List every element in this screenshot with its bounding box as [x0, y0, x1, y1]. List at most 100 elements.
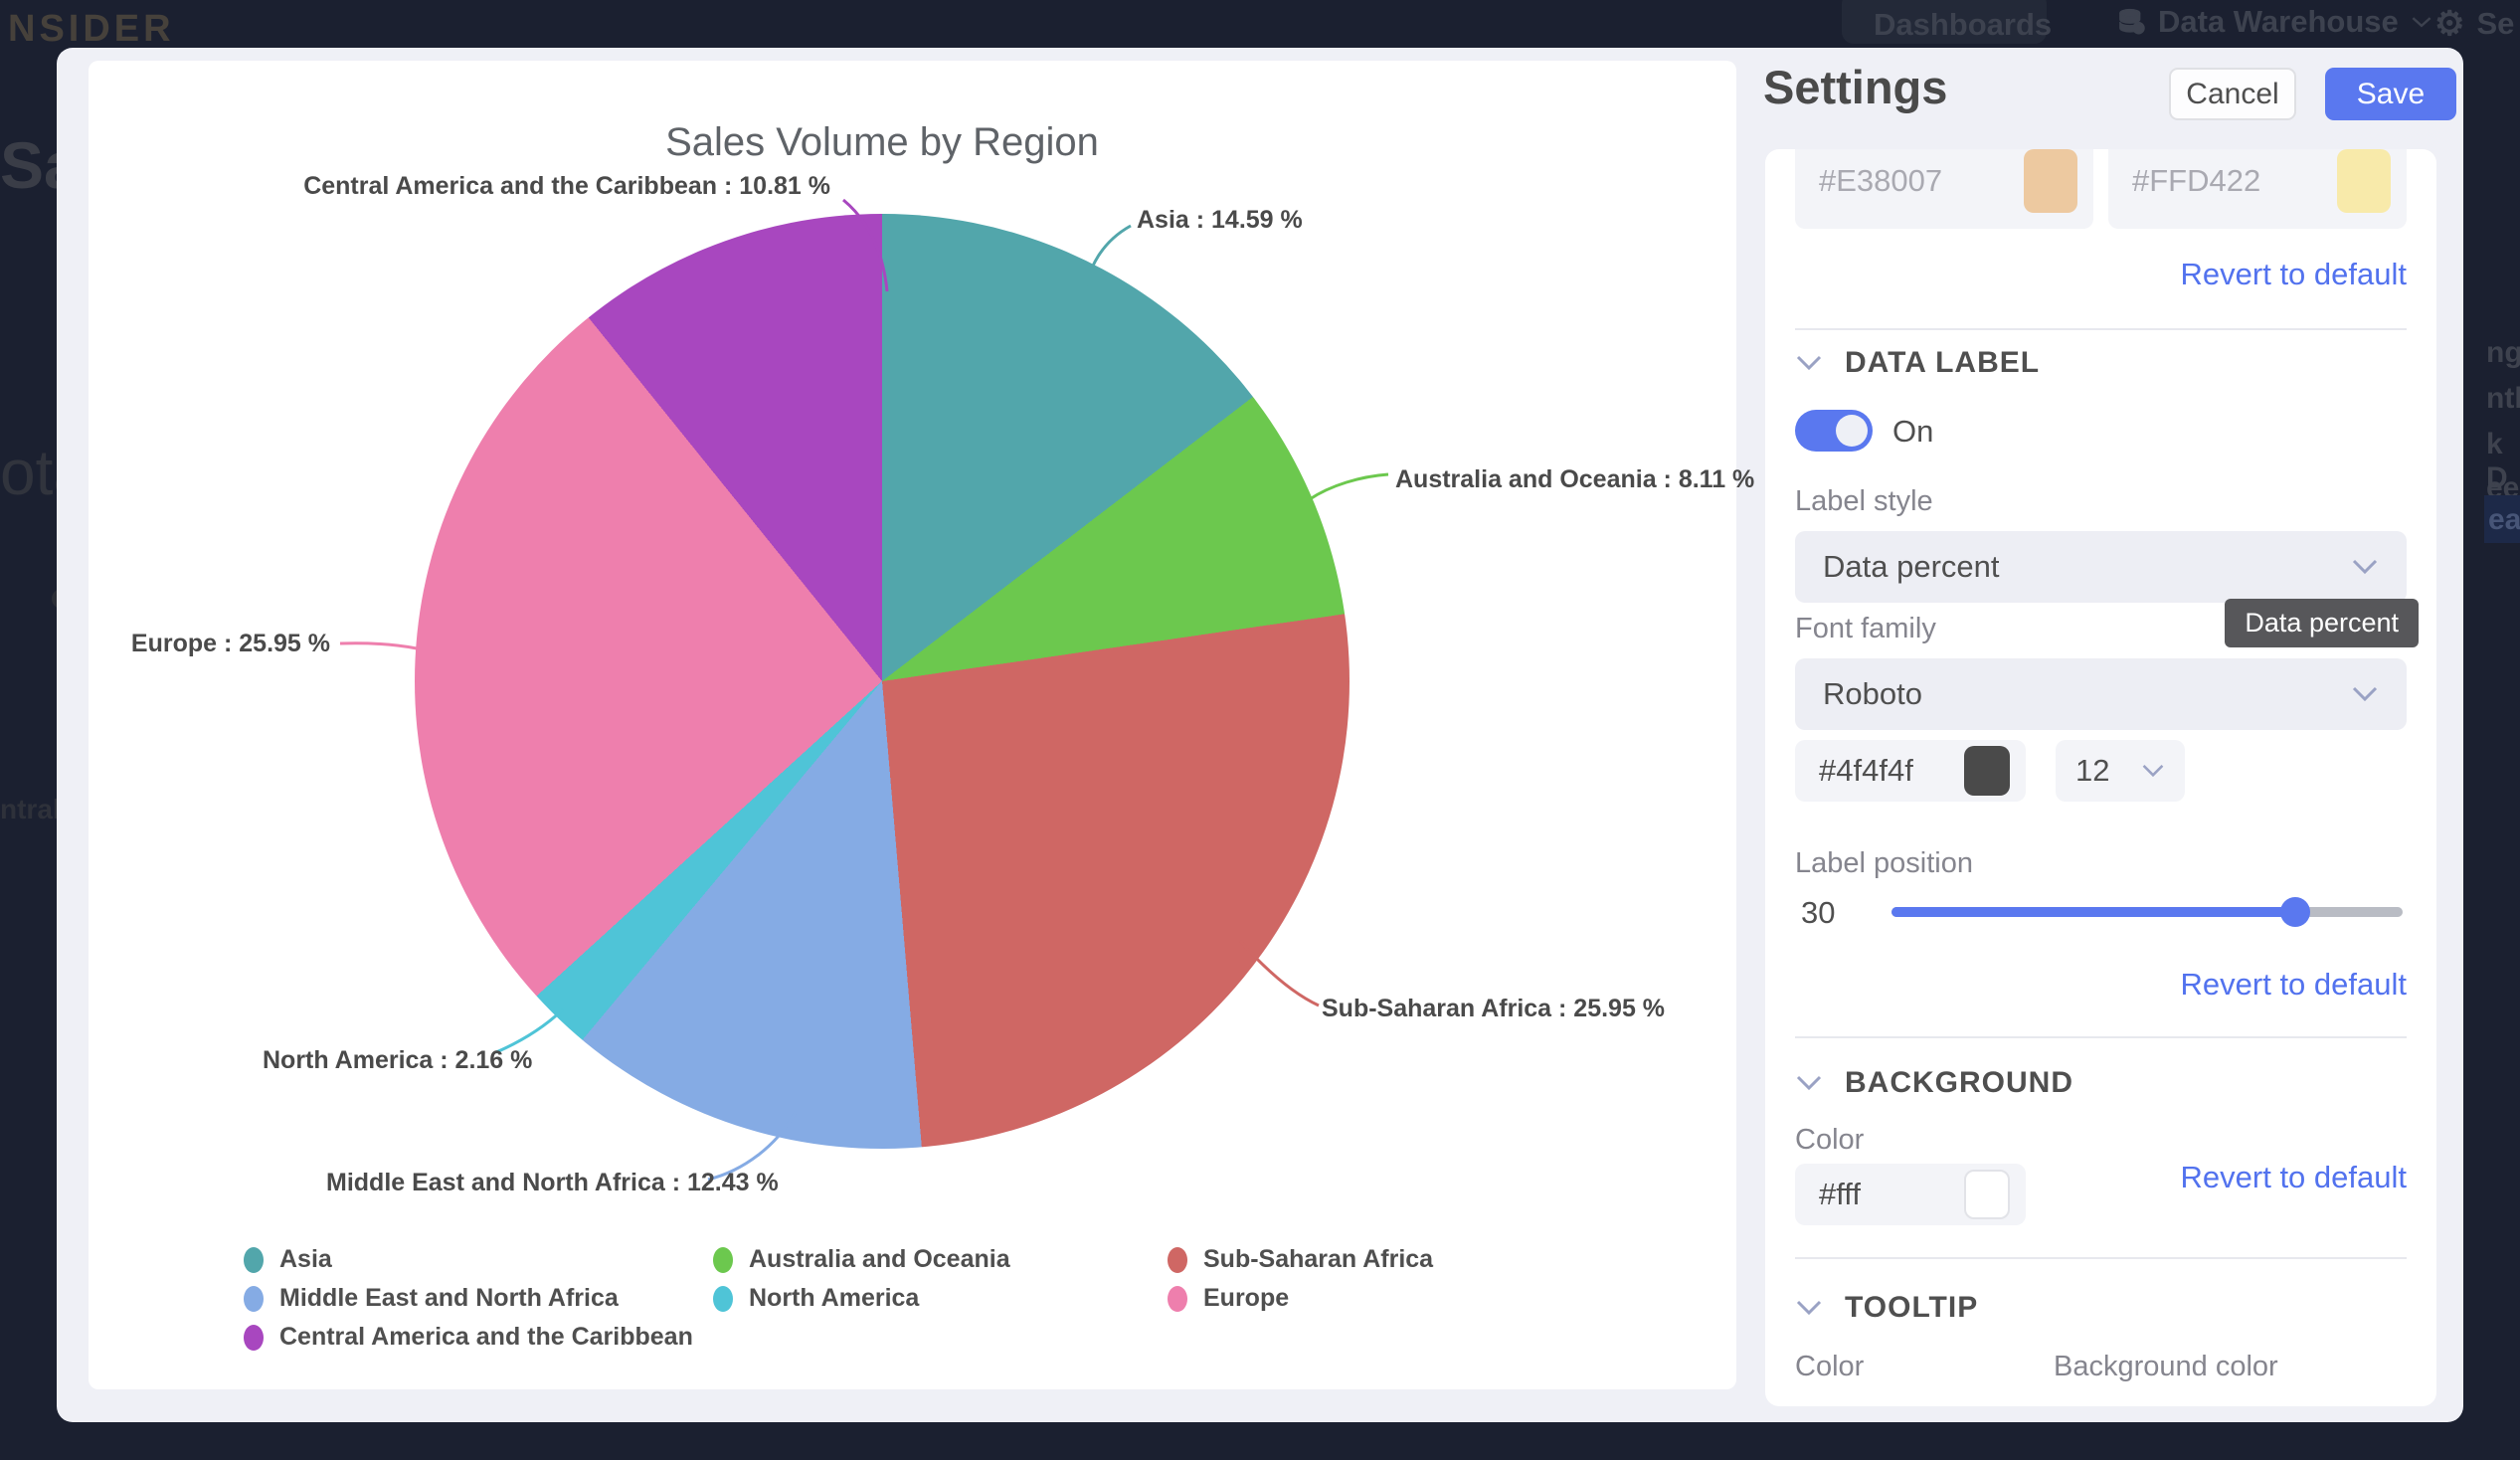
legend-swatch — [244, 1285, 264, 1312]
chevron-down-icon — [1796, 1075, 1822, 1091]
label-style-dropdown[interactable]: Data percent — [1795, 531, 2407, 603]
database-icon — [2119, 8, 2145, 35]
font-size-value: 12 — [2075, 753, 2110, 788]
legend-swatch — [1168, 1246, 1187, 1273]
legend-swatch — [713, 1246, 733, 1273]
legend-label: North America — [749, 1284, 920, 1312]
toggle-knob — [1836, 415, 1868, 447]
nav-data-warehouse-label: Data Warehouse — [2158, 4, 2399, 39]
toggle-state-label: On — [1892, 414, 1934, 449]
label-position-slider[interactable] — [1891, 897, 2403, 927]
legend-item-australia[interactable]: Australia and Oceania — [713, 1240, 1168, 1279]
series-color-input-1[interactable]: #E38007 — [1795, 149, 2093, 229]
pie-label-mena: Middle East and North Africa : 12.43 % — [326, 1169, 779, 1196]
legend-label: Central America and the Caribbean — [279, 1323, 693, 1351]
revert-link-background[interactable]: Revert to default — [2180, 1160, 2407, 1194]
nav-dashboards-label: Dashboards — [1874, 7, 2053, 42]
section-header-data-label[interactable]: DATA LABEL — [1795, 346, 2040, 380]
series-color-swatch-2[interactable] — [2337, 149, 2391, 213]
section-title: DATA LABEL — [1845, 346, 2041, 379]
bg-menu-selected-row: ear — [2484, 495, 2520, 543]
section-title: TOOLTIP — [1845, 1291, 1979, 1324]
tooltip-bg-color-label: Background color — [2054, 1351, 2278, 1382]
legend-item-north-america[interactable]: North America — [713, 1279, 1168, 1318]
legend-label: Middle East and North Africa — [279, 1284, 619, 1312]
nav-settings-partial: ⚙ Se — [2434, 4, 2514, 44]
section-header-background[interactable]: BACKGROUND — [1795, 1066, 2073, 1100]
chevron-down-icon — [2352, 686, 2378, 702]
revert-link-series[interactable]: Revert to default — [2180, 257, 2407, 291]
bg-menu-fragment: ear — [2488, 503, 2520, 536]
series-color-value-1: #E38007 — [1819, 163, 1943, 198]
chart-legend: Asia Australia and Oceania Sub-Saharan A… — [244, 1240, 1585, 1357]
settings-card: #E38007 #FFD422 Revert to default DATA L… — [1765, 149, 2436, 1406]
legend-item-mena[interactable]: Middle East and North Africa — [244, 1279, 713, 1318]
pie-chart[interactable] — [415, 214, 1350, 1149]
slider-handle[interactable] — [2280, 897, 2311, 927]
divider — [1795, 328, 2407, 330]
legend-label: Australia and Oceania — [749, 1245, 1010, 1273]
nav-dashboards-button: Dashboards — [1842, 0, 2052, 44]
pie-label-asia: Asia : 14.59 % — [1137, 206, 1303, 234]
gear-icon: ⚙ — [2434, 5, 2465, 43]
background-color-input[interactable]: #fff — [1795, 1164, 2026, 1225]
bg-menu-fragment: nge — [2486, 336, 2520, 369]
series-color-swatch-1[interactable] — [2024, 149, 2077, 213]
brand-logo: NSIDER — [8, 8, 175, 50]
legend-item-sub-saharan[interactable]: Sub-Saharan Africa — [1168, 1240, 1585, 1279]
bg-menu-fragment: nth — [2486, 382, 2520, 415]
chart-preview-card: Sales Volume by Region Asia : 14.59 % Au… — [89, 61, 1754, 1389]
series-color-value-2: #FFD422 — [2132, 163, 2261, 198]
bg-menu-fragment: k D — [2486, 428, 2508, 494]
font-color-value: #4f4f4f — [1819, 753, 1913, 788]
legend-label: Europe — [1203, 1284, 1290, 1312]
label-style-value: Data percent — [1823, 549, 2000, 584]
legend-label: Asia — [279, 1245, 332, 1273]
pie-label-australia: Australia and Oceania : 8.11 % — [1395, 465, 1755, 493]
chevron-down-icon — [1796, 1300, 1822, 1316]
chevron-down-icon — [2352, 559, 2378, 575]
legend-swatch — [1168, 1285, 1187, 1312]
pie-label-central-america: Central America and the Caribbean : 10.8… — [303, 172, 830, 200]
label-position-label: Label position — [1795, 847, 1973, 879]
pie-label-sub-saharan: Sub-Saharan Africa : 25.95 % — [1322, 995, 1666, 1022]
save-button[interactable]: Save — [2325, 68, 2456, 120]
font-color-swatch[interactable] — [1964, 746, 2010, 796]
label-position-value: 30 — [1801, 895, 1836, 930]
bg-fragment-ntral: ntral — [0, 794, 61, 824]
pie-label-north-america: North America : 2.16 % — [263, 1046, 533, 1074]
cancel-button[interactable]: Cancel — [2169, 68, 2296, 120]
data-label-toggle[interactable] — [1795, 410, 1873, 452]
settings-modal: Sales Volume by Region Asia : 14.59 % Au… — [57, 48, 2463, 1422]
slider-fill — [1891, 907, 2296, 917]
divider — [1795, 1257, 2407, 1259]
background-color-swatch[interactable] — [1964, 1170, 2010, 1219]
series-color-input-2[interactable]: #FFD422 — [2108, 149, 2407, 229]
font-family-label: Font family — [1795, 613, 1936, 644]
tooltip-color-label: Color — [1795, 1351, 1865, 1382]
legend-swatch — [713, 1285, 733, 1312]
section-header-tooltip[interactable]: TOOLTIP — [1795, 1291, 1978, 1325]
section-title: BACKGROUND — [1845, 1066, 2073, 1099]
panel-title: Settings — [1763, 61, 1948, 113]
dropdown-tooltip: Data percent — [2225, 599, 2419, 647]
legend-swatch — [244, 1324, 264, 1351]
legend-item-europe[interactable]: Europe — [1168, 1279, 1585, 1318]
font-color-input[interactable]: #4f4f4f — [1795, 740, 2026, 802]
nav-settings-label: Se — [2476, 6, 2515, 41]
chevron-down-icon — [2412, 17, 2431, 28]
font-size-dropdown[interactable]: 12 — [2056, 740, 2185, 802]
background-color-value: #fff — [1819, 1177, 1861, 1211]
pie-label-europe: Europe : 25.95 % — [130, 630, 330, 657]
chevron-down-icon — [1796, 355, 1822, 371]
chart-title: Sales Volume by Region — [665, 120, 1099, 164]
label-style-label: Label style — [1795, 485, 1933, 517]
revert-link-data-label[interactable]: Revert to default — [2180, 967, 2407, 1002]
legend-item-asia[interactable]: Asia — [244, 1240, 713, 1279]
font-family-dropdown[interactable]: Roboto — [1795, 658, 2407, 730]
leader-europe — [339, 641, 418, 650]
divider — [1795, 1036, 2407, 1038]
legend-item-central-america[interactable]: Central America and the Caribbean — [244, 1318, 713, 1357]
legend-label: Sub-Saharan Africa — [1203, 1245, 1434, 1273]
nav-data-warehouse: Data Warehouse — [2116, 4, 2432, 40]
